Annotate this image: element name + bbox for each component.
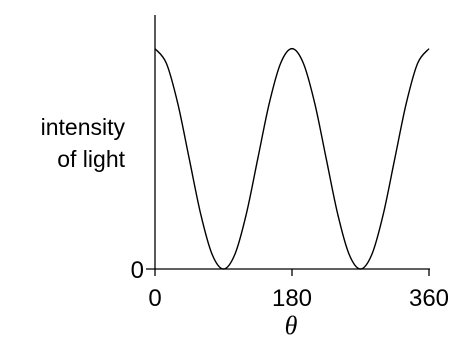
x-tick-label-360: 360: [409, 285, 449, 312]
y-tick-label-0: 0: [131, 257, 144, 284]
x-tick-label-180: 180: [272, 285, 312, 312]
x-axis-label: θ: [285, 311, 298, 340]
x-tick-label-0: 0: [148, 285, 161, 312]
y-axis-label-line-1: intensity: [41, 114, 126, 140]
y-axis-label-line-2: of light: [57, 146, 125, 172]
y-axis-label: intensity of light: [41, 114, 126, 172]
intensity-curve: [154, 47, 430, 270]
